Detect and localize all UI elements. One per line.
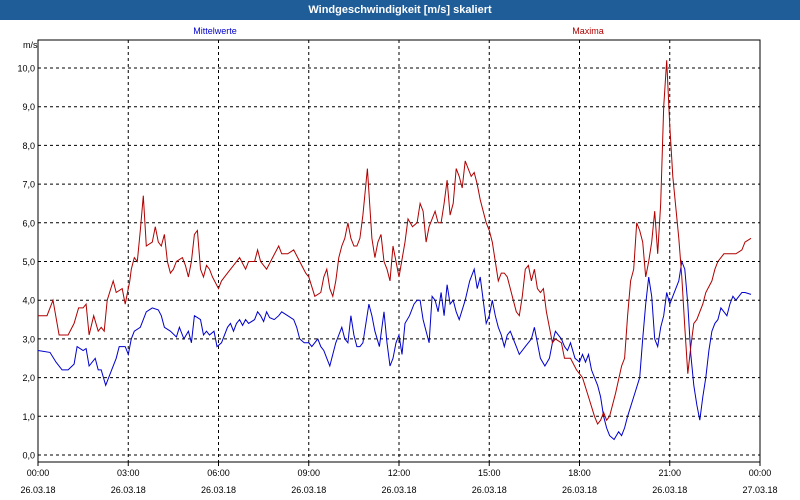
- legend: Mittelwerte Maxima: [193, 26, 604, 36]
- series-lines: [37, 60, 752, 441]
- series-line-maxima: [38, 60, 752, 425]
- x-tick-time: 12:00: [388, 468, 411, 478]
- x-tick-time: 06:00: [207, 468, 230, 478]
- axes: 0,0 1,0 2,0 3,0 4,0 5,0 6,0 7,0 8,0 9,0 10,0 00:00 2…: [17, 40, 777, 495]
- x-tick-date: 26.03.18: [20, 485, 55, 495]
- y-tick-label: 10,0: [17, 64, 35, 74]
- x-tick-date: 26.03.18: [562, 485, 597, 495]
- x-tick-time: 00:00: [749, 468, 772, 478]
- x-tick-date: 27.03.18: [742, 485, 777, 495]
- x-tick-date: 26.03.18: [472, 485, 507, 495]
- x-tick-date: 26.03.18: [111, 485, 146, 495]
- legend-entry-mittelwerte: Mittelwerte: [193, 26, 237, 36]
- y-tick-label: 0,0: [22, 451, 35, 461]
- y-tick-label: 7,0: [22, 180, 35, 190]
- x-tick-time: 09:00: [297, 468, 320, 478]
- y-tick-label: 6,0: [22, 218, 35, 228]
- y-tick-label: 2,0: [22, 373, 35, 383]
- x-tick-time: 00:00: [27, 468, 50, 478]
- y-axis-label: m/s: [23, 40, 38, 50]
- y-tick-label: 4,0: [22, 296, 35, 306]
- x-tick-date: 26.03.18: [201, 485, 236, 495]
- grid: [38, 40, 760, 462]
- window-title-bar: Windgeschwindigkeit [m/s] skaliert: [0, 0, 800, 20]
- y-tick-label: 1,0: [22, 412, 35, 422]
- x-tick-time: 18:00: [568, 468, 591, 478]
- wind-speed-chart: 0,0 1,0 2,0 3,0 4,0 5,0 6,0 7,0 8,0 9,0 10,0 00:00 2…: [17, 26, 777, 495]
- y-tick-label: 9,0: [22, 102, 35, 112]
- legend-entry-maxima: Maxima: [572, 26, 604, 36]
- x-tick-time: 21:00: [658, 468, 681, 478]
- y-tick-label: 3,0: [22, 334, 35, 344]
- x-tick-date: 26.03.18: [291, 485, 326, 495]
- x-tick-time: 15:00: [478, 468, 501, 478]
- x-tick-date: 26.03.18: [652, 485, 687, 495]
- x-tick-date: 26.03.18: [381, 485, 416, 495]
- x-tick-time: 03:00: [117, 468, 140, 478]
- series-line-mittelwerte: [37, 259, 752, 441]
- y-tick-label: 8,0: [22, 141, 35, 151]
- window-title: Windgeschwindigkeit [m/s] skaliert: [308, 4, 492, 16]
- y-tick-label: 5,0: [22, 257, 35, 267]
